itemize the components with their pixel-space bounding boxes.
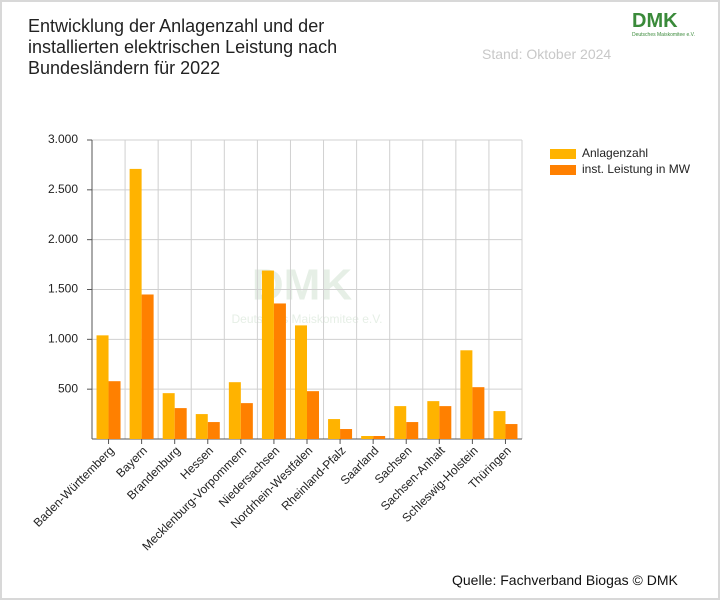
legend-item: inst. Leistung in MW — [550, 162, 692, 176]
bar — [340, 429, 353, 439]
bar — [505, 424, 518, 439]
logo: DMK — [632, 10, 678, 32]
bar — [472, 387, 485, 439]
legend-swatch — [550, 149, 576, 159]
bar — [373, 436, 386, 439]
bar — [406, 422, 419, 439]
bar — [328, 419, 341, 439]
y-tick-label: 3.000 — [48, 132, 78, 146]
legend-item: Anlagenzahl — [550, 146, 692, 160]
y-tick-label: 2.000 — [48, 232, 78, 246]
y-tick-label: 1.000 — [48, 332, 78, 346]
bar — [195, 414, 208, 439]
legend-label: inst. Leistung in MW — [582, 162, 691, 176]
bar — [162, 393, 175, 439]
bar — [96, 335, 109, 439]
bar — [141, 294, 154, 439]
bar — [439, 406, 452, 439]
bar — [207, 422, 220, 439]
y-tick-label: 500 — [58, 381, 78, 395]
legend: Anlagenzahl inst. Leistung in MW — [550, 146, 692, 178]
bar — [307, 391, 319, 439]
bar — [361, 436, 374, 439]
bar — [460, 350, 473, 439]
legend-swatch — [550, 165, 576, 175]
bar — [228, 382, 241, 439]
subtitle: Stand: Oktober 2024 — [482, 46, 612, 62]
watermark-subtitle: Deutsches Maiskomitee e.V. — [232, 312, 383, 326]
y-tick-label: 2.500 — [48, 182, 78, 196]
source: Quelle: Fachverband Biogas © DMK — [452, 572, 678, 588]
bar — [129, 168, 142, 440]
chart-title: Entwicklung der Anlagenzahl und der inst… — [28, 16, 338, 78]
legend-label: Anlagenzahl — [582, 146, 649, 160]
bar — [394, 406, 407, 439]
bar — [240, 403, 253, 439]
bar — [427, 401, 440, 439]
logo-subtitle: Deutsches Maiskomitee e.V. — [632, 32, 695, 38]
bar — [174, 408, 187, 439]
x-tick-label: Baden-Württemberg — [31, 443, 117, 529]
bar — [273, 303, 286, 439]
bar — [261, 270, 274, 439]
y-tick-label: 1.500 — [48, 282, 78, 296]
bar — [295, 325, 307, 439]
bar — [108, 381, 121, 439]
bar — [493, 411, 506, 439]
